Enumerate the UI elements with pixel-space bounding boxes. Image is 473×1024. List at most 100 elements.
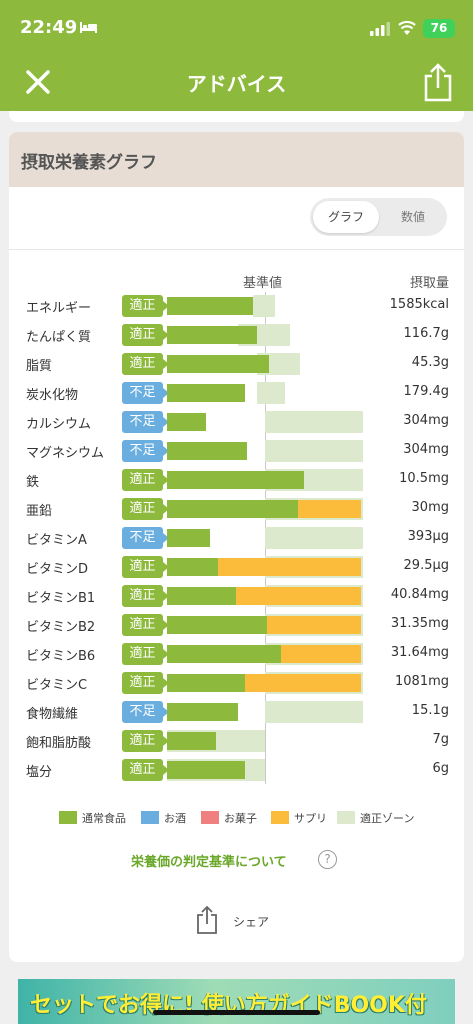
nutrient-name: カルシウム bbox=[26, 417, 92, 432]
status-badge: 不足 bbox=[122, 440, 169, 462]
status-badge: 適正 bbox=[122, 295, 169, 317]
status-badge: 不足 bbox=[122, 382, 169, 404]
intake-bar bbox=[167, 411, 363, 433]
bar-normal-food bbox=[167, 442, 248, 460]
help-icon[interactable]: ? bbox=[318, 850, 337, 869]
divider bbox=[9, 249, 464, 250]
nutrient-row: ビタミンB1 適正 40.84mg bbox=[9, 582, 464, 611]
status-badge: 適正 bbox=[122, 730, 169, 752]
bar-normal-food bbox=[167, 384, 246, 402]
status-time: 22:49 bbox=[20, 17, 78, 38]
nutrient-name: ビタミンA bbox=[26, 533, 87, 548]
intake-value: 179.4g bbox=[403, 384, 449, 399]
bar-normal-food bbox=[167, 413, 207, 431]
bed-icon bbox=[80, 22, 97, 33]
proper-zone bbox=[265, 411, 363, 433]
nutrient-name: ビタミンD bbox=[26, 562, 89, 577]
nutrient-name: たんぱく質 bbox=[26, 330, 92, 345]
card-title: 摂取栄養素グラフ bbox=[21, 153, 157, 173]
legend-label: お酒 bbox=[164, 812, 186, 825]
nutrient-name: エネルギー bbox=[26, 301, 92, 316]
intake-value: 30mg bbox=[411, 500, 449, 515]
intake-value: 304mg bbox=[403, 442, 449, 457]
nutrient-row: 飽和脂肪酸 適正 7g bbox=[9, 727, 464, 756]
status-badge: 適正 bbox=[122, 759, 169, 781]
column-header-intake: 摂取量 bbox=[409, 276, 449, 291]
intake-bar bbox=[167, 353, 363, 375]
bar-normal-food bbox=[167, 645, 281, 663]
nutrient-row: エネルギー 適正 1585kcal bbox=[9, 292, 464, 321]
status-badge: 不足 bbox=[122, 527, 169, 549]
nutrient-name: 塩分 bbox=[26, 765, 53, 780]
intake-value: 1081mg bbox=[395, 674, 449, 689]
intake-bar bbox=[167, 382, 363, 404]
legend-swatch bbox=[201, 811, 219, 824]
intake-bar bbox=[167, 440, 363, 462]
intake-value: 10.5mg bbox=[399, 471, 449, 486]
bar-normal-food bbox=[167, 761, 246, 779]
intake-bar bbox=[167, 701, 363, 723]
proper-zone bbox=[257, 382, 285, 404]
bar-normal-food bbox=[167, 558, 218, 576]
bar-normal-food bbox=[167, 587, 236, 605]
nutrient-name: ビタミンB2 bbox=[26, 620, 96, 635]
status-badge: 適正 bbox=[122, 469, 169, 491]
nutrient-name: ビタミンB1 bbox=[26, 591, 96, 606]
nutrient-graph-card: 摂取栄養素グラフ グラフ 数値 基準値 摂取量 エネルギー 適正 1585kcal た… bbox=[9, 132, 464, 962]
bar-normal-food bbox=[167, 355, 269, 373]
legend-swatch bbox=[337, 811, 355, 824]
legend-label: サプリ bbox=[294, 812, 327, 825]
column-header-base: 基準値 bbox=[243, 276, 283, 291]
legend: 通常食品 お酒 お菓子 サプリ 適正ゾーン bbox=[9, 808, 464, 828]
status-badge: 不足 bbox=[122, 411, 169, 433]
battery-indicator: 76 bbox=[423, 19, 455, 38]
wifi-icon bbox=[398, 20, 416, 35]
toggle-number-button[interactable]: 数値 bbox=[400, 210, 425, 224]
intake-value: 7g bbox=[432, 732, 449, 747]
intake-bar bbox=[167, 295, 363, 317]
share-icon bbox=[197, 905, 217, 934]
nutrient-row: ビタミンB6 適正 31.64mg bbox=[9, 640, 464, 669]
intake-bar bbox=[167, 730, 363, 752]
nutrient-row: 塩分 適正 6g bbox=[9, 756, 464, 785]
proper-zone bbox=[265, 440, 363, 462]
bar-supplement bbox=[280, 645, 362, 663]
status-badge: 適正 bbox=[122, 643, 169, 665]
share-icon[interactable] bbox=[420, 62, 456, 102]
bar-normal-food bbox=[167, 297, 254, 315]
nutrient-name: 亜鉛 bbox=[26, 504, 53, 519]
intake-bar bbox=[167, 556, 363, 578]
previous-card-edge bbox=[9, 111, 464, 122]
nutrient-row: 鉄 適正 10.5mg bbox=[9, 466, 464, 495]
intake-value: 45.3g bbox=[411, 355, 449, 370]
share-label: シェア bbox=[233, 915, 270, 929]
nutrient-row: カルシウム 不足 304mg bbox=[9, 408, 464, 437]
intake-value: 6g bbox=[432, 761, 449, 776]
legend-label: 通常食品 bbox=[82, 812, 126, 825]
header: 22:49 76 アドバイス bbox=[0, 0, 473, 111]
nutrient-name: 脂質 bbox=[26, 359, 53, 374]
promo-banner[interactable]: セットでお得に! 使い方ガイドBOOK付 bbox=[18, 979, 455, 1024]
proper-zone bbox=[253, 295, 275, 317]
status-badge: 適正 bbox=[122, 672, 169, 694]
bar-normal-food bbox=[167, 616, 267, 634]
status-badge: 適正 bbox=[122, 498, 169, 520]
close-icon[interactable] bbox=[20, 64, 56, 100]
intake-bar bbox=[167, 585, 363, 607]
bar-supplement bbox=[217, 558, 362, 576]
intake-value: 31.64mg bbox=[390, 645, 449, 660]
intake-value: 29.5μg bbox=[403, 558, 449, 573]
card-header: 摂取栄養素グラフ bbox=[9, 132, 464, 187]
intake-bar bbox=[167, 469, 363, 491]
nutrient-row: 脂質 適正 45.3g bbox=[9, 350, 464, 379]
status-badge: 不足 bbox=[122, 701, 169, 723]
intake-value: 116.7g bbox=[403, 326, 449, 341]
nutrient-name: ビタミンB6 bbox=[26, 649, 96, 664]
view-toggle: グラフ 数値 bbox=[310, 198, 447, 236]
toggle-graph-button[interactable]: グラフ bbox=[313, 201, 379, 233]
intake-bar bbox=[167, 643, 363, 665]
nutrient-row: たんぱく質 適正 116.7g bbox=[9, 321, 464, 350]
criteria-link[interactable]: 栄養価の判定基準について bbox=[131, 855, 287, 870]
nutrient-row: ビタミンB2 適正 31.35mg bbox=[9, 611, 464, 640]
share-button[interactable]: シェア bbox=[195, 905, 295, 935]
